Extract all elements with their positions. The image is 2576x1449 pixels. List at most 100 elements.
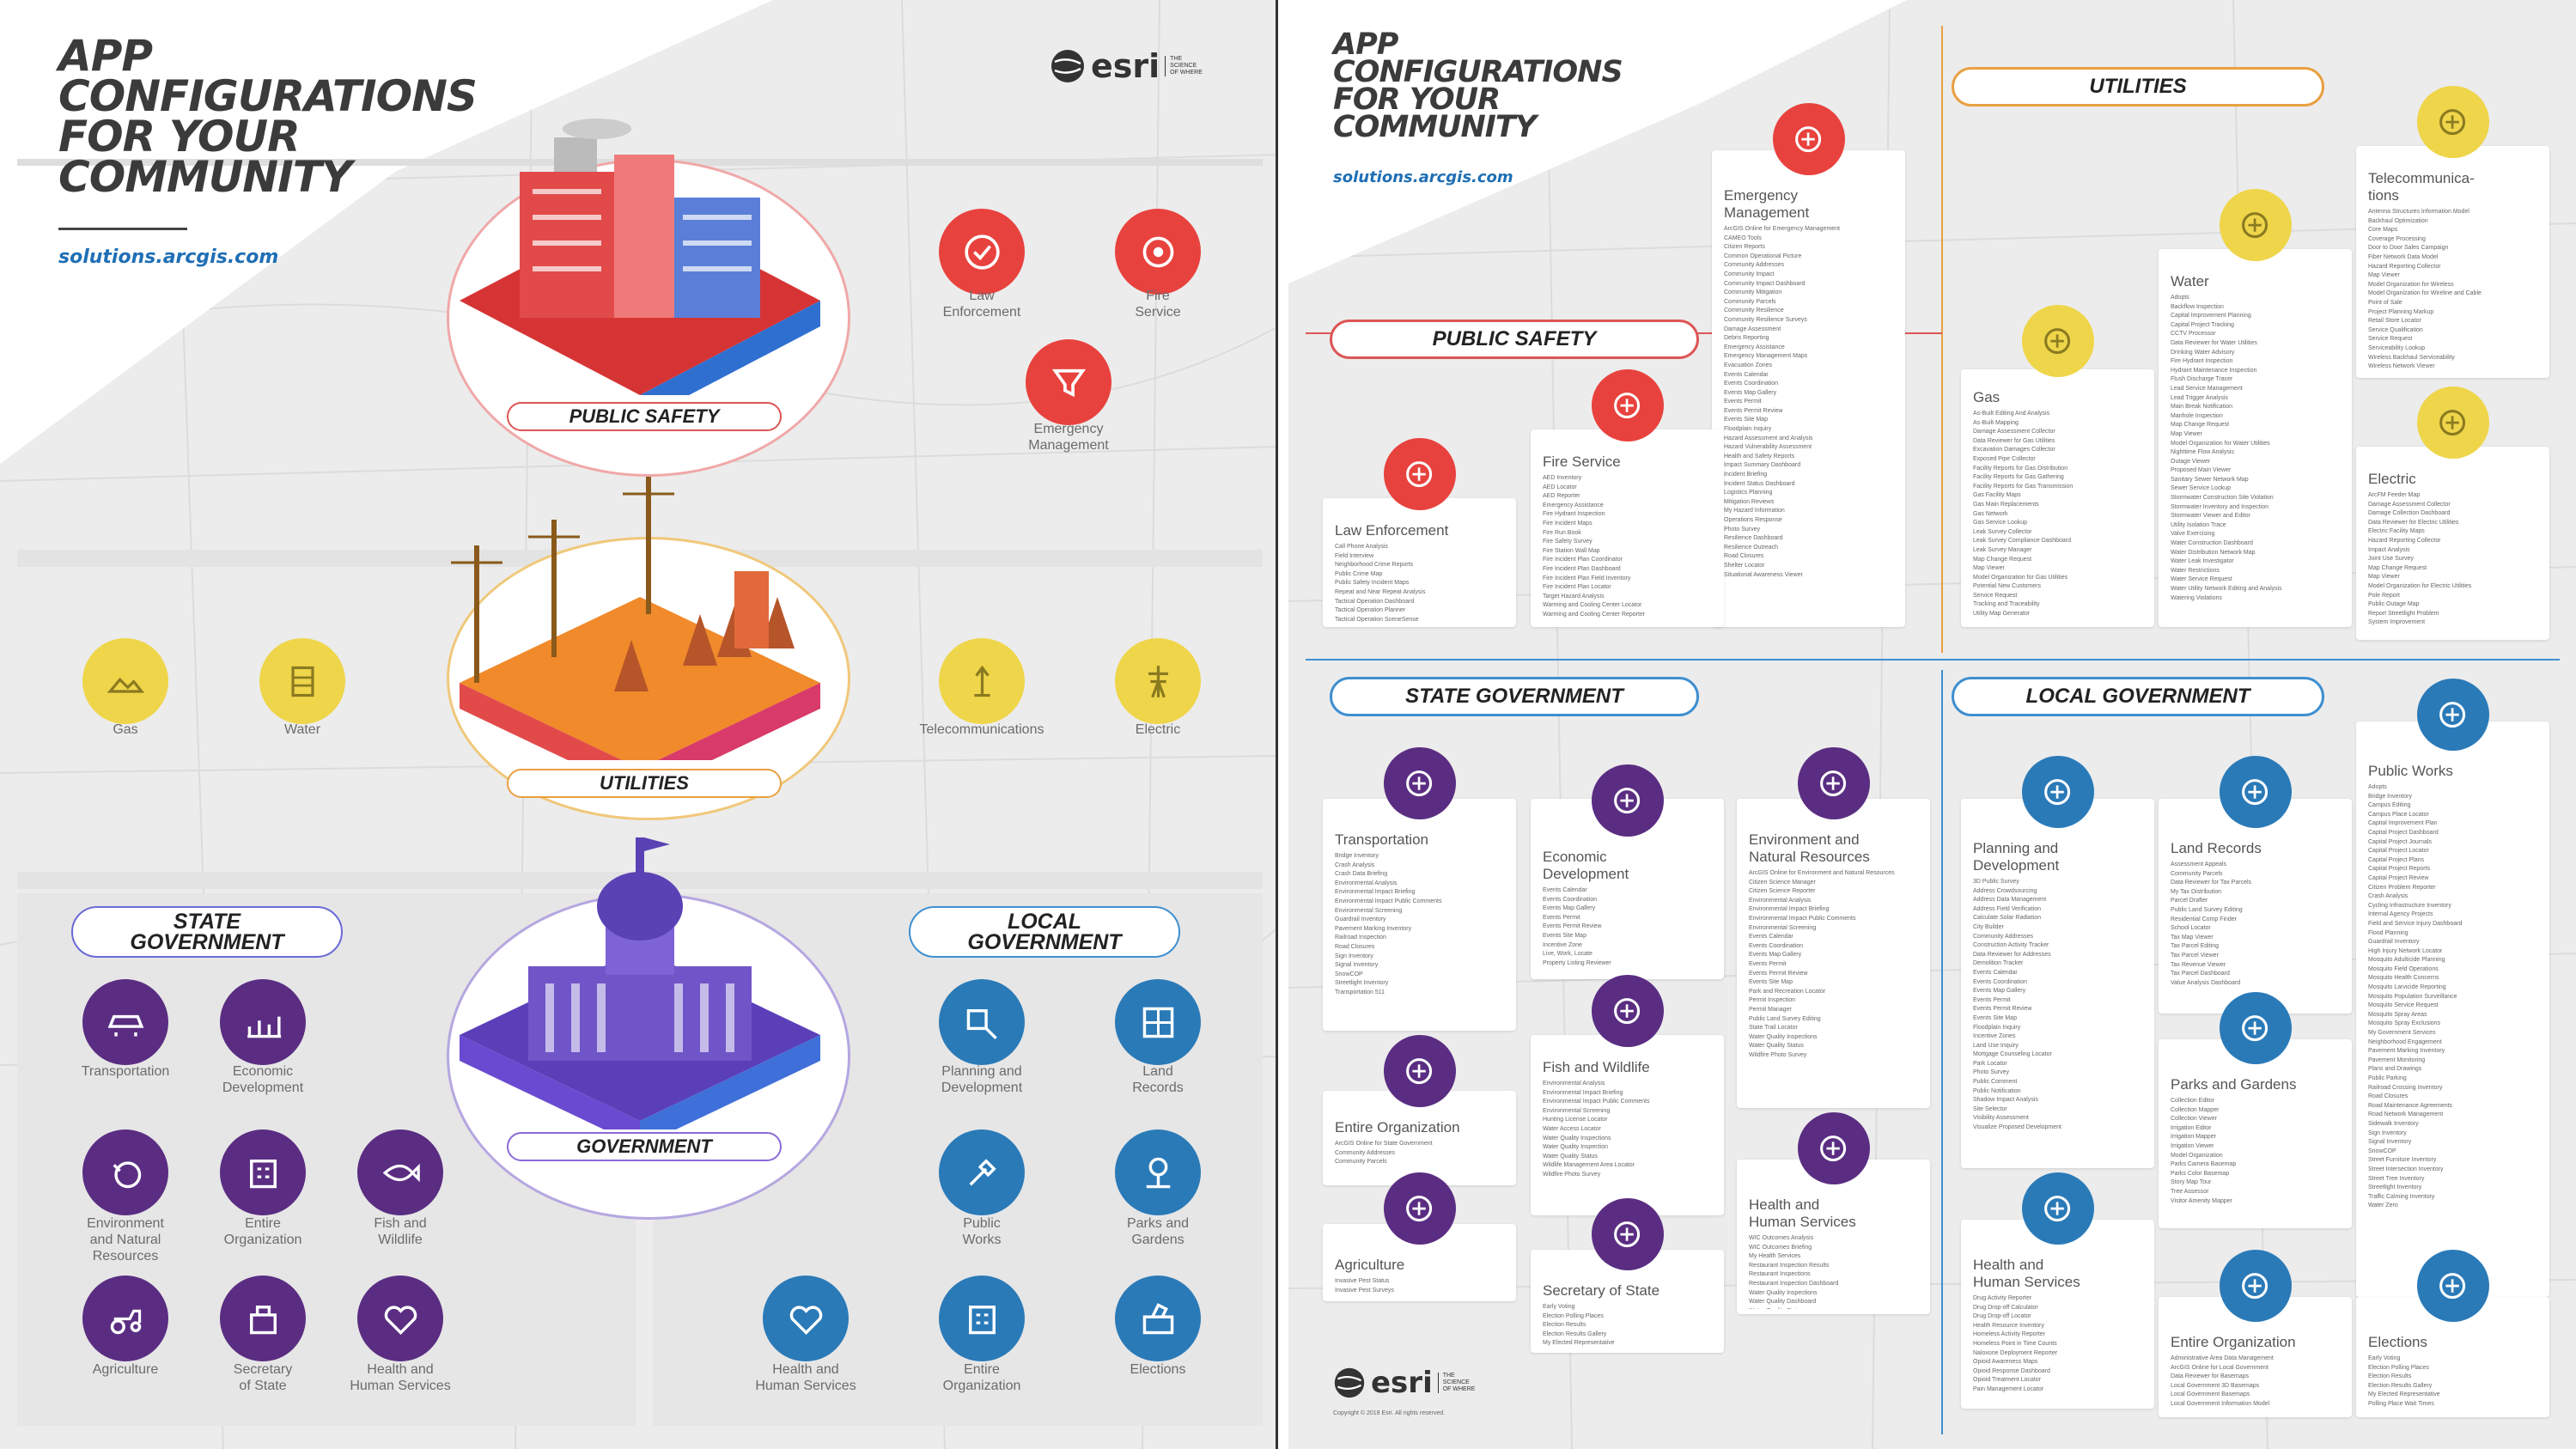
list-item[interactable]: Construction Activity Tracker — [1973, 942, 2049, 949]
list-item[interactable]: Wildlife Management Area Locator — [1543, 1162, 1635, 1169]
list-item[interactable]: Main Break Notification — [2171, 404, 2232, 411]
list-item[interactable]: Proposed Main Viewer — [2171, 467, 2232, 474]
list-item[interactable]: Hazard Vulnerability Assessment — [1724, 444, 1812, 451]
list-item[interactable]: My Health Services — [1749, 1253, 1801, 1260]
list-item[interactable]: Opioid Treatment Locator — [1973, 1377, 2041, 1384]
list-item[interactable]: Signal Inventory — [2368, 1139, 2412, 1146]
list-item[interactable]: Gas Facility Maps — [1973, 492, 2021, 499]
emergency-management-icon[interactable] — [1026, 339, 1111, 425]
gas-card-icon[interactable] — [2021, 305, 2094, 377]
list-item[interactable]: Water Quality Inspections — [1749, 1289, 1818, 1296]
list-item[interactable]: Citizen Reports — [1724, 244, 1765, 251]
list-item[interactable]: Road Maintenance Agreements — [2368, 1102, 2453, 1109]
list-item[interactable]: Public Outage Map — [2368, 601, 2420, 608]
hhs-state-card-icon[interactable] — [1797, 1112, 1870, 1184]
parks-gardens-icon[interactable] — [1115, 1129, 1201, 1215]
list-item[interactable]: Pain Management Locator — [1973, 1385, 2044, 1392]
list-item[interactable]: Environmental Impact Briefing — [1749, 906, 1830, 913]
list-item[interactable]: Data Reviewer for Gas Utilities — [1973, 437, 2055, 444]
list-item[interactable]: Public Land Survey Editing — [2171, 906, 2243, 913]
list-item[interactable]: Project Planning Markup — [2368, 308, 2434, 315]
list-item[interactable]: School Locator — [2171, 925, 2211, 932]
list-item[interactable]: Water Quality Status — [1749, 1043, 1804, 1050]
list-item[interactable]: Road Closures — [1724, 553, 1764, 560]
entire-local-card-icon[interactable] — [2219, 1250, 2292, 1322]
list-item[interactable]: AED Inventory — [1543, 475, 1582, 481]
list-item[interactable]: Fire Hydrant Inspection — [2171, 358, 2233, 365]
list-item[interactable]: Events Permit Review — [1543, 923, 1602, 930]
list-item[interactable]: High Injury Network Locator — [2368, 947, 2443, 954]
list-item[interactable]: Collection Mapper — [2171, 1106, 2220, 1113]
list-item[interactable]: Damage Assessment Collector — [2368, 501, 2451, 508]
list-item[interactable]: Floodplain Inquiry — [1724, 426, 1772, 433]
list-item[interactable]: Internal Agency Projects — [2368, 911, 2433, 918]
list-item[interactable]: Tactical Operation Dashboard — [1335, 598, 1415, 605]
list-item[interactable]: Campus Place Locator — [2368, 811, 2429, 818]
list-item[interactable]: Parks Color Basemap — [2171, 1170, 2230, 1177]
list-item[interactable]: Local Government Information Model — [2171, 1400, 2270, 1407]
list-item[interactable]: Tactical Operation SceneSense — [1335, 616, 1419, 622]
list-item[interactable]: Community Impact Dashboard — [1724, 280, 1806, 287]
list-item[interactable]: Model Organization for Electric Utilitie… — [2368, 582, 2472, 589]
list-item[interactable]: Incident Status Dashboard — [1724, 480, 1795, 487]
list-item[interactable]: Assessment Appeals — [2171, 861, 2226, 868]
list-item[interactable]: Capital Project Dashboard — [2368, 829, 2439, 836]
list-item[interactable]: Environmental Screening — [1749, 924, 1817, 931]
list-item[interactable]: Water Construction Dashboard — [2171, 540, 2253, 547]
public-works-card-icon[interactable] — [2416, 679, 2489, 751]
list-item[interactable]: Election Results Gallery — [2368, 1382, 2433, 1389]
list-item[interactable]: Stormwater Inventory and Inspection — [2171, 503, 2269, 510]
list-item[interactable]: Incident Briefing — [1724, 472, 1768, 478]
list-item[interactable]: Capital Project Locator — [2368, 848, 2429, 855]
list-item[interactable]: Drug Drop-off Calculator — [1973, 1304, 2038, 1311]
list-item[interactable]: Excavation Damages Collector — [1973, 447, 2055, 454]
list-item[interactable]: Tracking and Traceability — [1973, 601, 2040, 608]
list-item[interactable]: Incentive Zones — [1973, 1033, 2016, 1040]
list-item[interactable]: SnowCOP — [2368, 1148, 2396, 1154]
list-item[interactable]: Emergency Assistance — [1543, 502, 1604, 508]
list-item[interactable]: Water Quality Inspection — [1543, 1144, 1608, 1151]
list-item[interactable]: WIC Outcomes Analysis — [1749, 1235, 1814, 1241]
list-item[interactable]: Leak Survey Compliance Dashboard — [1973, 538, 2072, 545]
list-item[interactable]: Debris Reporting — [1724, 335, 1769, 342]
list-item[interactable]: Invasive Pest Surveys — [1335, 1287, 1394, 1294]
list-item[interactable]: Irrigation Editor — [2171, 1124, 2212, 1131]
list-item[interactable]: Adopts — [2171, 295, 2189, 301]
list-item[interactable]: Street Intersection Inventory — [2368, 1166, 2444, 1172]
list-item[interactable]: Water Service Request — [2171, 576, 2232, 583]
entire-state-card-icon[interactable] — [1383, 1035, 1456, 1107]
list-item[interactable]: Lead Trigger Analysis — [2171, 394, 2228, 401]
list-item[interactable]: Guardrail Inventory — [2368, 939, 2420, 946]
list-item[interactable]: Leak Survey Collector — [1973, 528, 2032, 535]
list-item[interactable]: Environmental Screening — [1543, 1107, 1611, 1114]
list-item[interactable]: Tactical Operation Planner — [1335, 607, 1406, 614]
planning-card-icon[interactable] — [2021, 756, 2094, 828]
list-item[interactable]: Point of Sale — [2368, 299, 2402, 306]
list-item[interactable]: CCTV Processor — [2171, 331, 2216, 338]
list-item[interactable]: Irrigation Mapper — [2171, 1134, 2216, 1141]
list-item[interactable]: Operations Response — [1724, 517, 1782, 523]
list-item[interactable]: Impact Summary Dashboard — [1724, 462, 1801, 469]
list-item[interactable]: Valve Exercising — [2171, 531, 2215, 538]
list-item[interactable]: Cycling Infrastructure Inventory — [2368, 902, 2451, 909]
list-item[interactable]: Environmental Impact Public Comments — [1749, 915, 1856, 922]
list-item[interactable]: Map Change Request — [2171, 422, 2230, 429]
list-item[interactable]: Call Phone Analysis — [1335, 544, 1388, 550]
list-item[interactable]: AED Locator — [1543, 484, 1577, 490]
list-item[interactable]: Plans and Drawings — [2368, 1066, 2422, 1073]
list-item[interactable]: Water Quality Inspections — [1543, 1135, 1611, 1142]
list-item[interactable]: Tax Parcel Editing — [2171, 943, 2220, 950]
list-item[interactable]: Hunting License Locator — [1543, 1117, 1608, 1123]
list-item[interactable]: Stormwater Construction Site Violation — [2171, 495, 2274, 502]
list-item[interactable]: Environmental Analysis — [1543, 1081, 1605, 1087]
list-item[interactable]: Environmental Screening — [1335, 907, 1403, 914]
law-card-icon[interactable] — [1383, 438, 1456, 510]
list-item[interactable]: Mosquito Spray Exclusions — [2368, 1020, 2441, 1027]
list-item[interactable]: Mortgage Counseling Locator — [1973, 1051, 2052, 1058]
list-item[interactable]: Opioid Response Dashboard — [1973, 1367, 2050, 1374]
list-item[interactable]: Citizen Problem Reporter — [2368, 884, 2436, 891]
list-item[interactable]: Polling Place Wait Times — [2368, 1400, 2434, 1407]
list-item[interactable]: Events Permit — [1724, 399, 1762, 405]
list-item[interactable]: Evacuation Zones — [1724, 362, 1773, 368]
list-item[interactable]: State Trail Locator — [1749, 1025, 1798, 1032]
